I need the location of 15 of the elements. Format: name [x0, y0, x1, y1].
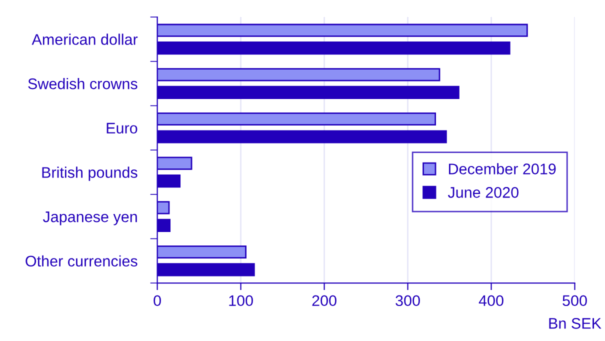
y-tick-label: British pounds: [42, 166, 138, 181]
x-tick-label: 300: [396, 295, 420, 306]
x-tick-label: 400: [478, 295, 504, 306]
y-tick-label: Other currencies: [26, 255, 138, 267]
legend-label: December 2019: [448, 163, 556, 174]
y-tick-label: Swedish crowns: [28, 78, 138, 90]
x-tick-label: 500: [562, 295, 587, 306]
legend-label: June 2020: [448, 187, 518, 198]
y-tick-label: American dollar: [32, 34, 138, 45]
y-tick-label: Euro: [106, 122, 138, 134]
x-tick-label: 200: [312, 295, 336, 306]
y-tick-label: Japanese yen: [42, 212, 137, 226]
x-tick-label: 100: [229, 295, 253, 306]
x-tick-label: 0: [154, 295, 161, 306]
x-axis-title: Bn SEK: [549, 318, 602, 329]
